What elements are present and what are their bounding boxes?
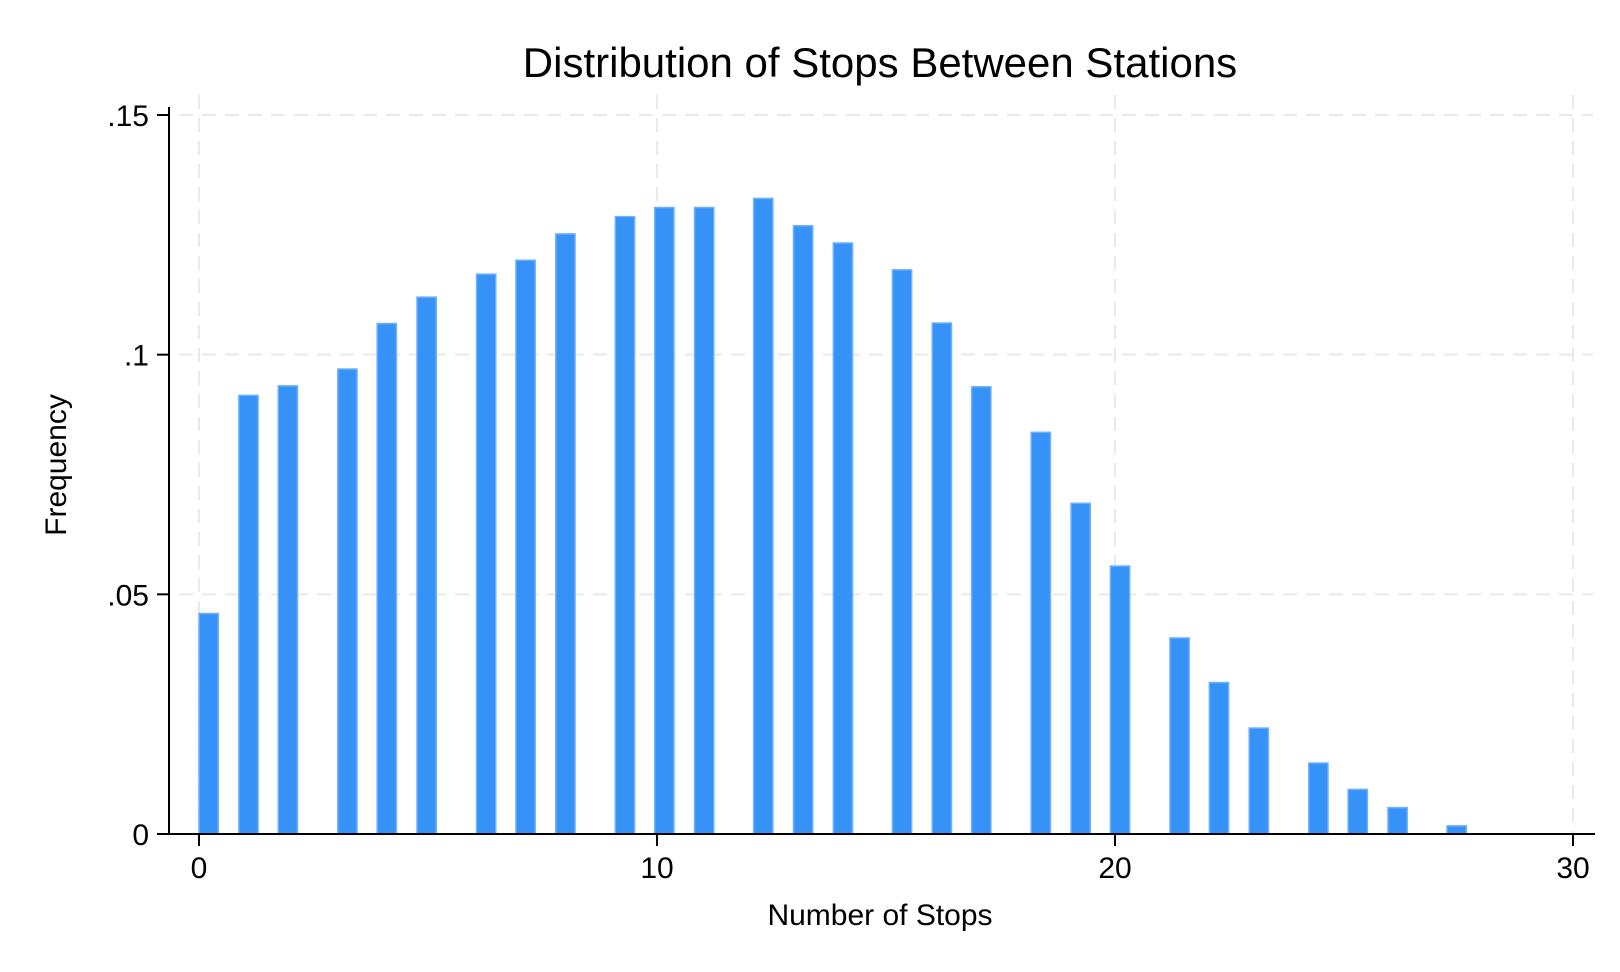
histogram-bar xyxy=(376,322,398,835)
x-tick-label: 30 xyxy=(1556,852,1589,885)
histogram-bar xyxy=(693,206,715,835)
y-tick-label: 0 xyxy=(132,819,149,852)
x-tick-label: 0 xyxy=(191,852,208,885)
chart-title: Distribution of Stops Between Stations xyxy=(523,39,1237,86)
histogram-bar xyxy=(1109,565,1131,835)
x-axis-label: Number of Stops xyxy=(767,899,992,932)
histogram-bar xyxy=(970,386,992,835)
histogram-bar xyxy=(931,322,953,835)
histogram-bar xyxy=(653,206,675,835)
histogram-bar xyxy=(1446,825,1468,835)
histogram-bar xyxy=(475,273,497,835)
histogram-bar xyxy=(1208,681,1230,835)
histogram-bar xyxy=(891,269,913,835)
histogram-bar xyxy=(337,368,358,835)
histogram-bar xyxy=(832,242,854,835)
x-tick-label: 10 xyxy=(640,852,673,885)
y-tick-label: .05 xyxy=(107,579,149,612)
histogram-bar xyxy=(1347,788,1369,835)
y-axis-label: Frequency xyxy=(40,394,73,536)
x-tick-label: 20 xyxy=(1098,852,1131,885)
bars-layer xyxy=(198,197,1468,835)
histogram-bar xyxy=(1307,762,1329,835)
histogram-bar xyxy=(614,215,636,835)
histogram-bar xyxy=(555,233,576,835)
histogram-bar xyxy=(1248,727,1270,835)
histogram-bar xyxy=(277,385,299,835)
histogram-bar xyxy=(416,296,437,835)
histogram-bar xyxy=(1169,637,1190,835)
y-tick-label: .1 xyxy=(124,340,149,373)
histogram-bar xyxy=(1387,806,1408,835)
histogram-bar xyxy=(1070,502,1092,835)
histogram-bar xyxy=(198,612,219,835)
y-tick-label: .15 xyxy=(107,100,149,133)
histogram-bar xyxy=(792,224,814,835)
axes-layer: 0 .05 .1 .15 0 10 20 30 xyxy=(107,100,1595,885)
histogram-bar xyxy=(1030,431,1052,835)
histogram-bar xyxy=(238,394,259,835)
histogram-bar xyxy=(752,197,774,835)
histogram-bar xyxy=(515,259,536,835)
